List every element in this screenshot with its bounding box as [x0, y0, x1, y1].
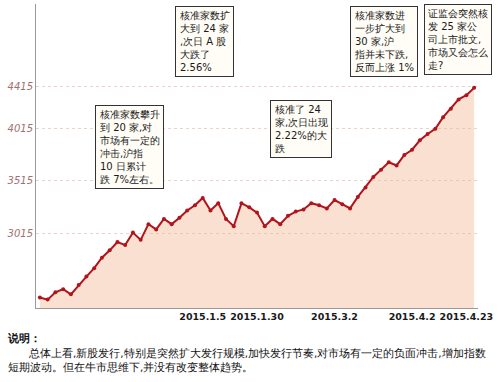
svg-text:2015.1.5: 2015.1.5: [179, 311, 226, 322]
svg-text:2015.4.23: 2015.4.23: [440, 311, 494, 322]
svg-text:2015.3.2: 2015.3.2: [311, 311, 358, 322]
svg-text:4415: 4415: [8, 81, 33, 92]
svg-text:3515: 3515: [8, 175, 33, 186]
svg-text:3015: 3015: [8, 228, 33, 239]
svg-text:核准家数攀升到 20 家,对市场有一定的冲击,沪指10 日累: 核准家数攀升到 20 家,对市场有一定的冲击,沪指10 日累计跌 7%左右。: [99, 109, 160, 185]
html-text:总体上看,新股发行,特别是突然扩大发行规模,加快发行节奏,对: 总体上看,新股发行,特别是突然扩大发行规模,加快发行节奏,对市场有一定的负面冲击…: [8, 347, 486, 373]
svg-text:2015.4.2: 2015.4.2: [389, 311, 436, 322]
svg-text:证监会突然核发 25 家公司上市批文,市场又会怎么走?: 证监会突然核发 25 家公司上市批文,市场又会怎么走?: [428, 8, 488, 71]
svg-text:核准了 24 家,次日出现2.22%的大跌: 核准了 24 家,次日出现2.22%的大跌: [274, 104, 328, 154]
svg-text:2015.1.30: 2015.1.30: [230, 311, 284, 322]
html-text:说明：: 说明：: [8, 332, 41, 345]
svg-text:核准家数进一步扩大到30 家,沪指并未下跌,反而上涨 1%: 核准家数进一步扩大到30 家,沪指并未下跌,反而上涨 1%: [354, 10, 414, 73]
svg-text:4015: 4015: [8, 123, 33, 134]
svg-text:核准家数扩大到 24 家,次日 A 股大跌了2.56%: 核准家数扩大到 24 家,次日 A 股大跌了2.56%: [179, 10, 230, 73]
